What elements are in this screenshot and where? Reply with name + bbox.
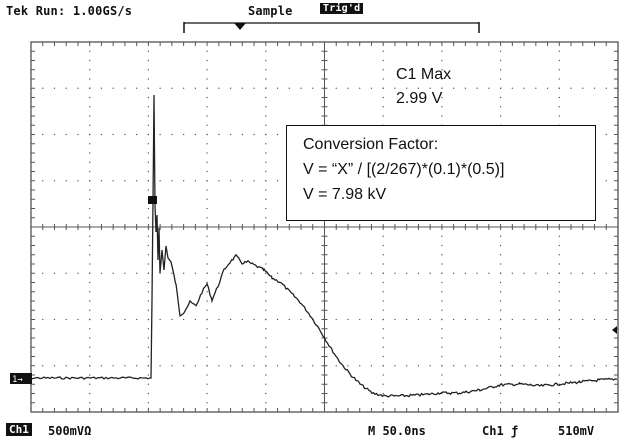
ground-reference-marker: 1→	[10, 373, 32, 385]
conversion-title: Conversion Factor:	[303, 136, 439, 153]
trigger-state-badge: Trig'd	[320, 3, 364, 14]
run-status: Tek Run: 1.00GS/s	[6, 4, 133, 18]
conversion-factor-box: Conversion Factor: V = “X” / [(2/267)*(0…	[286, 125, 596, 221]
timebase-readout: M 50.0ns	[368, 424, 426, 438]
conversion-result: V = 7.98 kV	[303, 186, 387, 203]
graticule-grid	[31, 42, 618, 412]
trigger-level: 510mV	[558, 424, 595, 438]
right-edge-marker	[612, 326, 617, 334]
ground-marker-text: 1→	[12, 375, 23, 385]
measurement-value: 2.99 V	[396, 90, 443, 107]
readout-bar: Ch1 500mVΩ M 50.0ns Ch1 ƒ 510mV	[0, 418, 620, 443]
max-marker	[148, 196, 157, 204]
channel-badge: Ch1	[6, 423, 32, 436]
trigger-position-indicator	[183, 22, 480, 33]
status-bar: Tek Run: 1.00GS/s Sample Trig'd	[0, 0, 620, 40]
conversion-formula: V = “X” / [(2/267)*(0.1)*(0.5)]	[303, 161, 505, 178]
trigger-source: Ch1 ƒ	[482, 424, 519, 438]
channel-scale: 500mVΩ	[48, 424, 92, 438]
acquisition-mode: Sample	[248, 4, 293, 18]
waveform-trace	[17, 94, 618, 398]
measurement-label: C1 Max	[396, 66, 452, 83]
